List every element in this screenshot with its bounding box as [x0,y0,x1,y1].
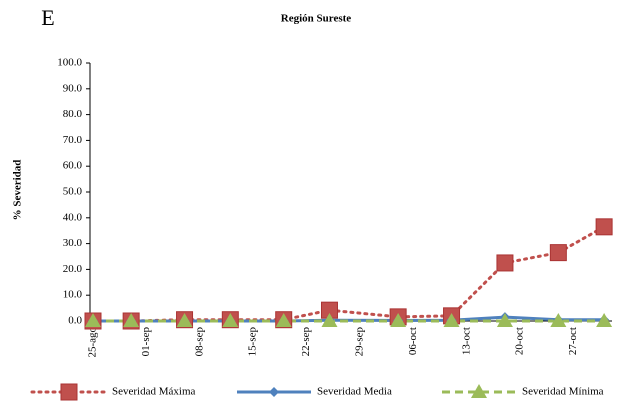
x-tick-label: 15-sep [247,327,259,357]
point [321,313,338,327]
panel-label: E [41,5,54,30]
x-tick-label: 08-sep [193,327,205,357]
y-tick-label: 0.0 [68,315,82,327]
y-tick-label: 80.0 [63,108,83,120]
point [595,218,613,236]
y-tick-label: 40.0 [63,211,83,223]
point [496,313,513,327]
legend-marker [60,383,78,401]
point [443,313,460,327]
y-tick-label: 50.0 [63,186,83,198]
y-axis-label: % Severidad [12,160,24,221]
point [596,313,613,327]
point [222,313,239,327]
point [85,313,101,327]
legend-label: Severidad Mínima [522,386,604,398]
y-tick-label: 20.0 [63,263,83,275]
y-tick-label: 70.0 [63,134,83,146]
y-tick-label: 60.0 [63,160,83,172]
x-tick-label: 22-sep [300,327,312,357]
y-tick-label: 100.0 [57,57,82,69]
point [549,244,567,262]
legend-label: Severidad Media [317,386,392,398]
x-tick-label: 01-sep [140,327,152,357]
x-tick-label: 27-oct [567,327,579,355]
point [123,313,140,327]
legend-marker [471,384,487,398]
x-tick-label: 06-oct [407,327,419,355]
point [390,313,407,327]
series-line [91,225,606,323]
point [275,313,292,327]
x-tick-label: 25-ago [87,327,99,358]
x-tick-label: 29-sep [354,327,366,357]
chart-title: Región Sureste [281,13,351,25]
point [550,313,567,327]
x-tick-label: 20-oct [514,327,526,355]
y-tick-label: 90.0 [63,82,83,94]
point [176,313,193,327]
point [496,254,514,272]
x-tick-label: 13-oct [460,327,472,355]
y-tick-label: 30.0 [63,237,83,249]
y-tick-label: 10.0 [63,289,83,301]
legend-label: Severidad Máxima [112,386,196,398]
legend-marker [269,387,279,397]
